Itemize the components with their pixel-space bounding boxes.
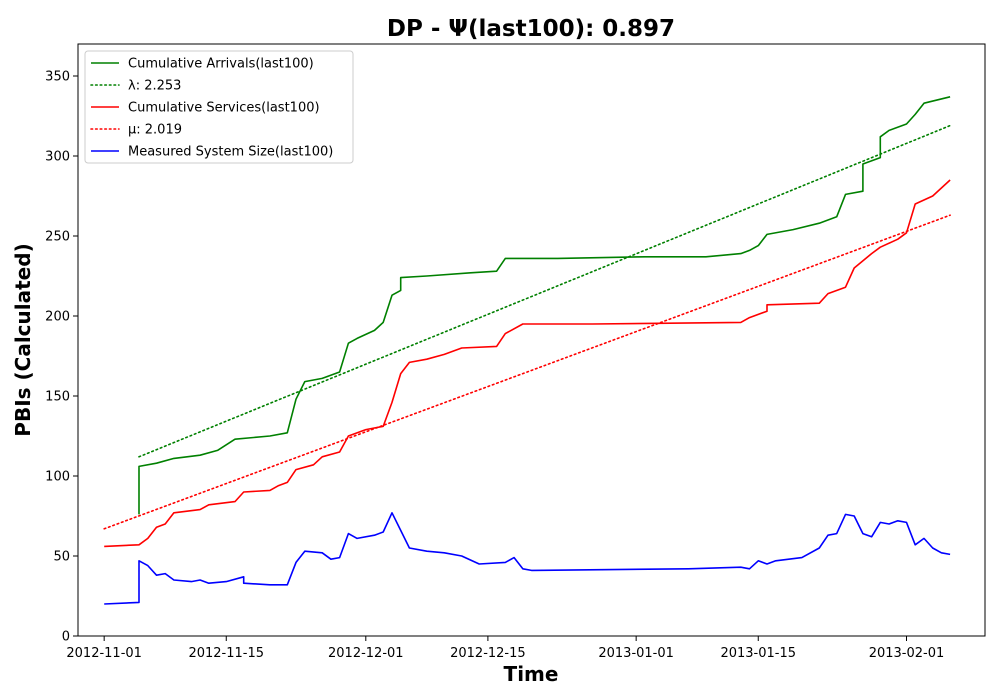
y-tick-label: 0 — [62, 630, 70, 645]
legend-label: Cumulative Services(last100) — [128, 101, 320, 116]
x-tick-label: 2012-11-01 — [66, 646, 142, 661]
x-tick-label: 2012-12-15 — [450, 646, 526, 661]
legend: Cumulative Arrivals(last100) λ: 2.253 Cumu… — [84, 50, 354, 164]
y-tick-label: 50 — [53, 550, 70, 565]
x-tick-label: 2013-01-15 — [720, 646, 796, 661]
x-axis: 2012-11-01 2012-11-15 2012-12-01 2012-12-15… — [66, 636, 944, 661]
x-tick-label: 2013-01-01 — [598, 646, 674, 661]
series-layer — [103, 96, 951, 605]
series-line-1 — [138, 96, 951, 515]
x-tick-label: 2012-11-15 — [188, 646, 264, 661]
series-line-3 — [104, 179, 951, 548]
series-line-4 — [103, 214, 951, 530]
legend-box — [84, 50, 354, 164]
legend-label: λ: 2.253 — [128, 79, 181, 94]
y-tick-label: 200 — [45, 310, 70, 325]
legend-label: Cumulative Arrivals(last100) — [128, 57, 314, 72]
series-line-5 — [104, 511, 951, 605]
plot-area — [77, 43, 986, 637]
y-tick-label: 350 — [45, 70, 70, 85]
chart-title: DP - Ψ(last100): 0.897 — [387, 16, 675, 42]
y-axis-label: PBIs (Calculated) — [11, 243, 35, 436]
legend-label: Measured System Size(last100) — [128, 145, 333, 160]
legend-label: μ: 2.019 — [128, 123, 182, 138]
x-tick-label: 2013-02-01 — [869, 646, 945, 661]
y-tick-label: 150 — [45, 390, 70, 405]
y-tick-label: 100 — [45, 470, 70, 485]
y-tick-label: 250 — [45, 230, 70, 245]
y-axis: 0 50 100 150 200 250 300 350 — [45, 70, 78, 645]
series-line-2 — [138, 124, 951, 458]
x-axis-label: Time — [504, 662, 559, 686]
x-tick-label: 2012-12-01 — [328, 646, 404, 661]
y-tick-label: 300 — [45, 150, 70, 165]
